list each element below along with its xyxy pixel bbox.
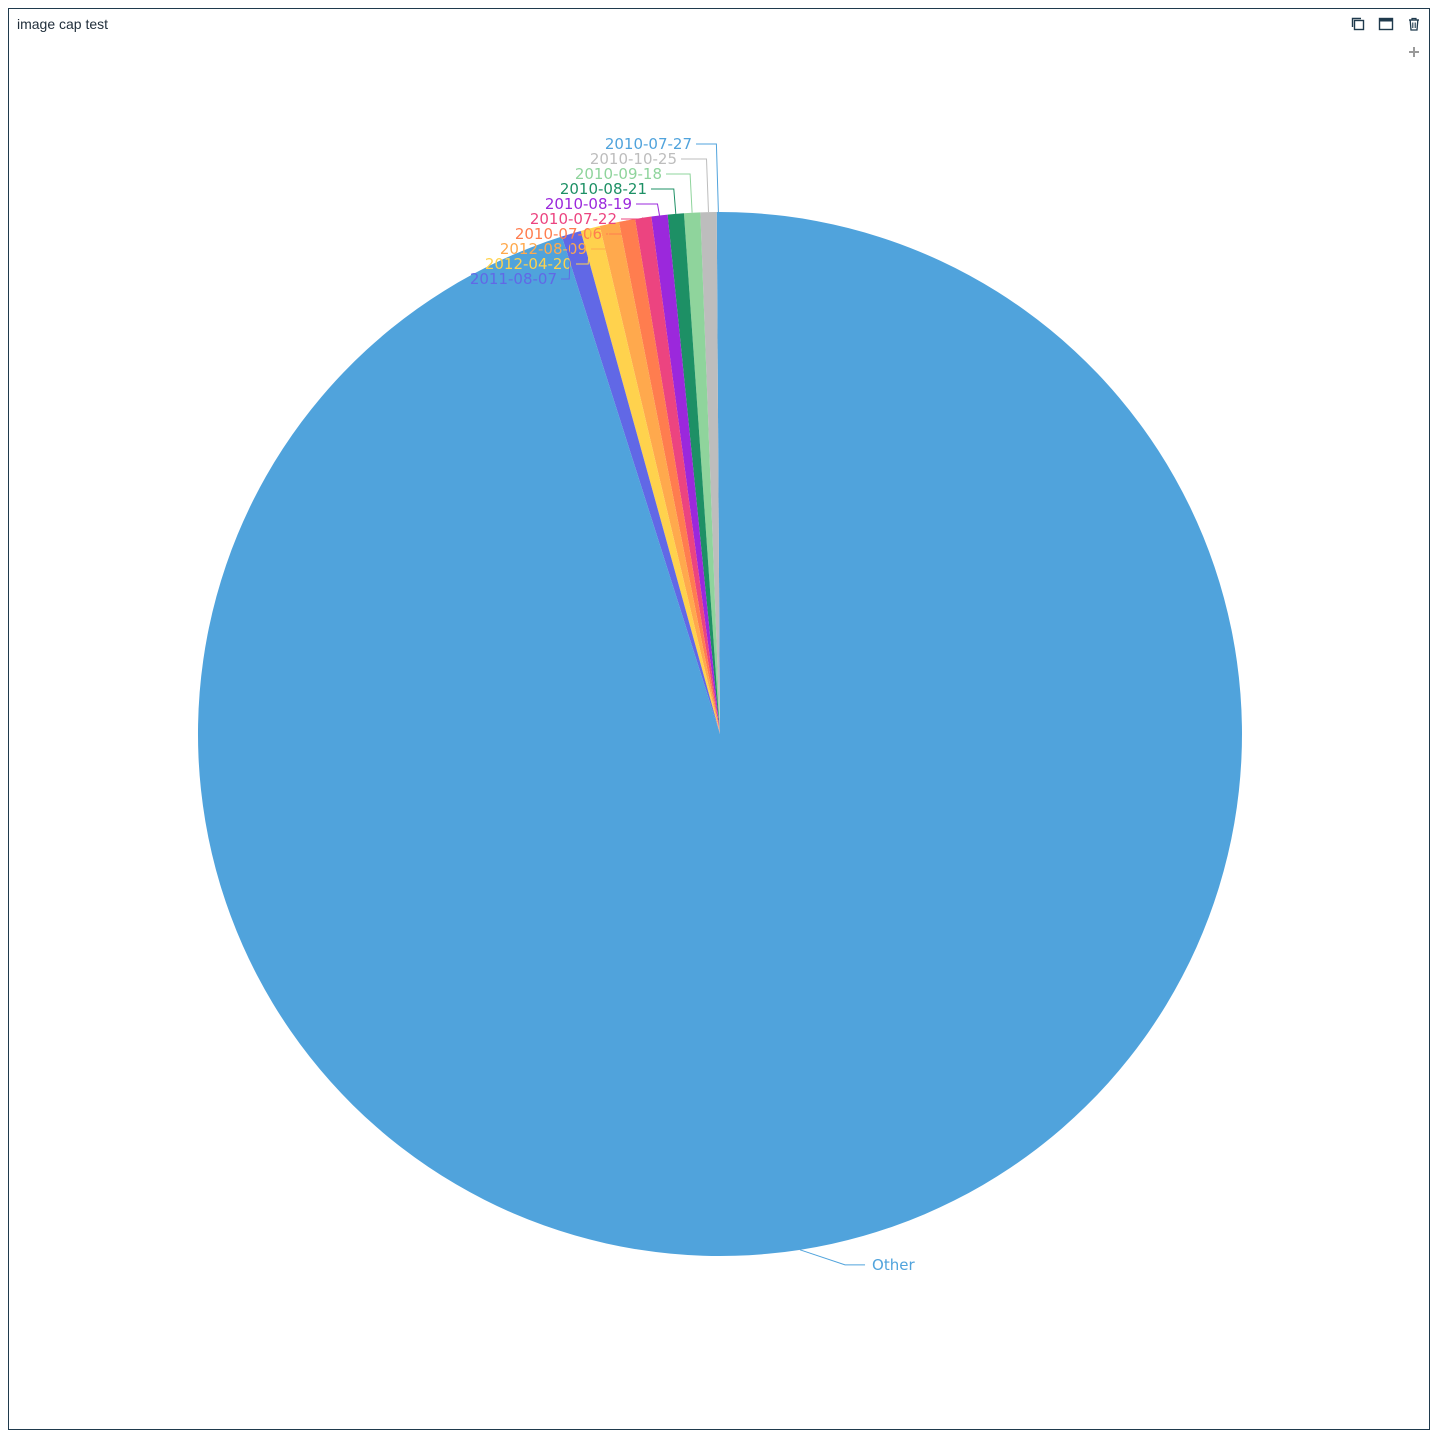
label-line — [799, 1249, 866, 1266]
pie-slice-2010-07-06[interactable] — [618, 218, 720, 734]
label-line — [561, 233, 572, 280]
pie-slice-2011-08-07[interactable] — [561, 230, 720, 734]
label-line — [606, 220, 628, 235]
label-line — [621, 217, 644, 220]
slice-label: 2010-09-18 — [575, 165, 662, 183]
slice-label: 2010-07-27 — [605, 135, 692, 153]
pie-slice-other[interactable] — [197, 212, 1242, 1256]
plus-icon[interactable] — [1405, 43, 1423, 61]
slice-label: 2011-08-07 — [470, 270, 557, 288]
pie-slice-2010-08-21[interactable] — [667, 213, 720, 734]
label-line — [681, 158, 709, 213]
slice-label: 2012-08-09 — [500, 240, 587, 258]
label-line — [696, 143, 719, 213]
slice-label: 2010-07-06 — [515, 225, 602, 243]
slice-label: 2010-07-22 — [530, 210, 617, 228]
slice-label: 2010-08-19 — [545, 195, 632, 213]
label-line — [591, 223, 610, 250]
maximize-icon[interactable] — [1377, 15, 1395, 33]
pie-slice-2012-08-09[interactable] — [599, 221, 720, 734]
slice-label-other: Other — [872, 1256, 915, 1274]
pie-slice-2010-07-27[interactable] — [716, 212, 720, 734]
label-line — [636, 203, 660, 216]
slice-label: 2010-10-25 — [590, 150, 677, 168]
label-line — [651, 188, 677, 214]
slice-label: 2010-08-21 — [560, 180, 647, 198]
pie-slice-2010-08-19[interactable] — [651, 214, 720, 734]
slice-label: 2012-04-20 — [485, 255, 572, 273]
pie-slice-2010-07-22[interactable] — [635, 216, 720, 735]
pie-slice-2010-10-25[interactable] — [700, 212, 720, 734]
panel-toolbar — [1349, 15, 1423, 33]
pie-slice-2012-04-20[interactable] — [580, 226, 720, 735]
trash-icon[interactable] — [1405, 15, 1423, 33]
pie-slice-2010-09-18[interactable] — [683, 212, 720, 734]
label-line — [666, 173, 693, 213]
label-line — [576, 228, 591, 265]
copy-icon[interactable] — [1349, 15, 1367, 33]
panel-title: image cap test — [17, 16, 109, 32]
